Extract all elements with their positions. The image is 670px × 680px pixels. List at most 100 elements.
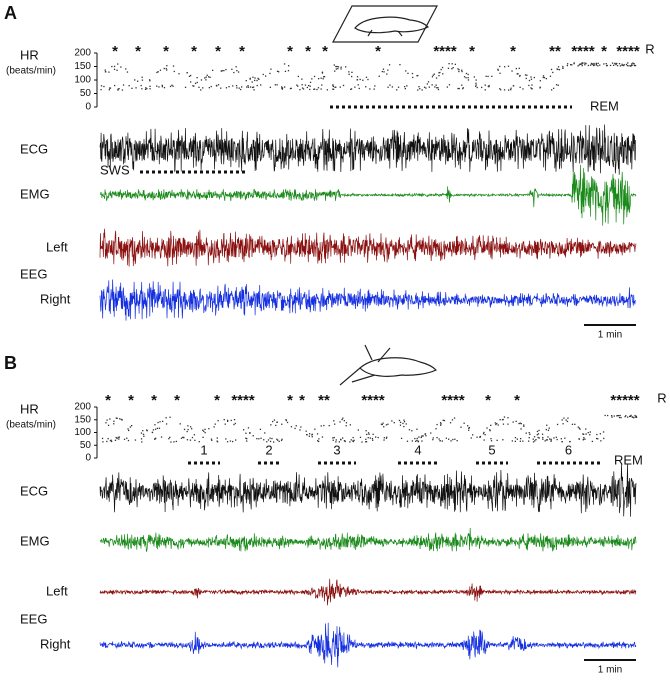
hr-dot (165, 417, 167, 419)
hr-dot (511, 440, 513, 442)
hr-dot (314, 88, 316, 90)
hr-dot (108, 71, 110, 73)
hr-dot (417, 89, 419, 91)
hr-dot (458, 69, 460, 71)
marker: * (163, 43, 169, 60)
hr-dot (416, 428, 418, 430)
hr-dot (423, 86, 426, 88)
hr-dot (191, 436, 194, 439)
hr-dot (306, 434, 308, 436)
hr-dot (122, 84, 125, 86)
hr-dot (230, 419, 232, 422)
hr-dot (417, 441, 420, 443)
hr-dot (238, 87, 240, 89)
hr-dot (372, 433, 374, 435)
hr-dot (233, 71, 235, 74)
hr-dot (630, 65, 632, 67)
hr-dot (399, 421, 402, 423)
hr-dot (587, 432, 589, 434)
hr-dot (549, 75, 552, 77)
hr-dot (585, 433, 587, 435)
hr-dot (283, 63, 286, 65)
hr-dot (491, 75, 493, 77)
hr-dot (433, 73, 435, 75)
hr-dot (140, 432, 143, 434)
hr-dot (381, 423, 383, 426)
hr-dot (546, 439, 548, 441)
rem-label: REM (614, 452, 643, 467)
hr-dot (446, 86, 448, 88)
hr-dot (102, 441, 104, 443)
hr-dot (387, 423, 389, 425)
hr-dot (186, 72, 188, 74)
hr-dot (284, 86, 286, 88)
hr-dot (118, 88, 120, 90)
hr-dot (108, 89, 110, 91)
hr-dot (149, 88, 151, 90)
hr-dot (512, 85, 514, 87)
hr-dot (483, 431, 485, 434)
hr-dot (418, 436, 420, 438)
hr-dot (316, 88, 318, 91)
marker: * (469, 43, 475, 60)
hr-dot (497, 424, 499, 426)
hr-dot (396, 89, 398, 91)
hr-dot (316, 433, 319, 435)
hr-dot (367, 78, 369, 81)
hr-dot (502, 418, 504, 421)
hr-dot (499, 419, 501, 421)
hr-dot (389, 84, 391, 86)
hr-dot (383, 439, 385, 441)
hr-dot (406, 440, 409, 442)
hr-dot (528, 440, 530, 442)
hr-dot (154, 424, 156, 426)
hr-dot (590, 64, 592, 66)
marker: **** (433, 43, 457, 60)
hr-dot (599, 64, 601, 66)
hr-dot (280, 439, 283, 442)
hr-dot (510, 89, 512, 91)
hr-dot (126, 437, 128, 439)
hr-dot (611, 415, 613, 417)
hr-dot (216, 440, 218, 442)
hr-dot (229, 440, 232, 442)
hr-dot (178, 73, 180, 75)
hr-dot (551, 89, 553, 91)
right-label: Right (40, 291, 71, 306)
hr-dot (340, 66, 342, 68)
hr-dot (578, 64, 580, 66)
hr-dot (241, 86, 243, 88)
hr-dot (349, 441, 351, 443)
hr-dot (144, 88, 147, 90)
hr-dot (545, 78, 547, 80)
hr-dot (597, 438, 599, 440)
hr-dot (553, 437, 555, 439)
hr-dot (163, 67, 165, 70)
hr-dot (489, 430, 491, 432)
hr-dot (332, 85, 334, 88)
hr-dot (441, 440, 443, 442)
hr-dot (558, 69, 561, 71)
hr-dot (257, 77, 259, 80)
hr-dot (462, 87, 464, 89)
hr-dot (276, 438, 278, 440)
hr-dot (555, 84, 558, 86)
hr-dot (179, 423, 181, 425)
hr-dot (383, 426, 385, 428)
hr-dot (128, 85, 130, 87)
emg-trace (99, 527, 637, 553)
hr-dot (377, 436, 379, 439)
hr-dot (500, 89, 502, 91)
hr-dot (308, 435, 310, 437)
hr-dot (470, 437, 472, 439)
hr-dot (323, 76, 326, 78)
marker: **** (441, 392, 465, 409)
hr-dot (391, 86, 393, 88)
hr-dot (236, 70, 238, 72)
hr-dot (350, 88, 352, 90)
hr-dot (121, 89, 124, 91)
hr-dot (210, 85, 212, 88)
hr-dot (249, 432, 251, 434)
hr-dot (253, 89, 255, 91)
hr-dot (302, 88, 305, 90)
